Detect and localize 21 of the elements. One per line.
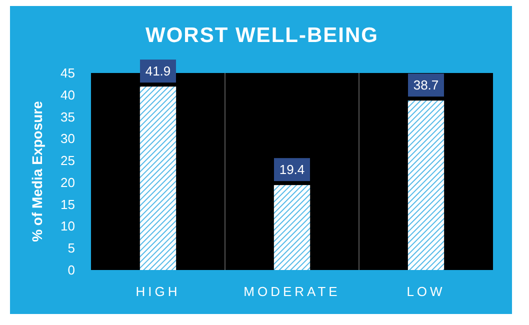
x-tick-label: MODERATE: [244, 284, 340, 299]
y-tick-label: 20: [60, 174, 75, 190]
y-tick-label: 30: [60, 131, 75, 146]
y-tick-label: 40: [60, 87, 75, 102]
bar: [140, 86, 176, 270]
data-label: 38.7: [413, 78, 439, 93]
y-tick-label: 35: [60, 109, 75, 124]
x-tick-label: LOW: [406, 284, 446, 299]
bar: [408, 100, 444, 270]
y-axis-title: % of Media Exposure: [29, 100, 45, 242]
x-tick-label: HIGH: [136, 284, 180, 299]
y-tick-label: 45: [60, 66, 75, 80]
bar: [274, 185, 310, 270]
y-tick-label: 5: [68, 240, 75, 256]
y-tick-label: 25: [60, 153, 75, 168]
chart-title: WORST WELL-BEING: [146, 24, 378, 47]
data-label: 41.9: [145, 64, 171, 79]
y-tick-label: 15: [60, 196, 75, 212]
data-label: 19.4: [279, 162, 305, 178]
y-tick-label: 10: [60, 218, 75, 234]
y-tick-label: 0: [68, 262, 75, 278]
